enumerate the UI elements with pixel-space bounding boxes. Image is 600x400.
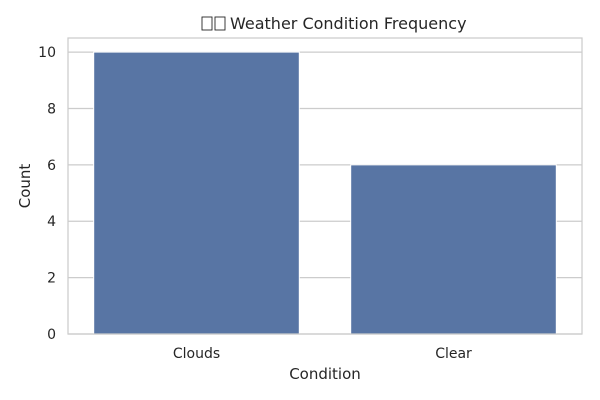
y-tick-label: 6 <box>47 158 56 174</box>
y-tick-label: 0 <box>47 327 56 343</box>
title-glyph-box <box>201 16 213 31</box>
y-tick-labels: 0 2 4 6 8 10 <box>38 45 56 343</box>
y-tick-label: 4 <box>47 214 56 230</box>
y-tick-label: 8 <box>47 101 56 117</box>
x-axis-label: Condition <box>289 365 361 383</box>
x-tick-label: Clouds <box>173 346 220 362</box>
bar-layer <box>93 51 557 335</box>
chart-title-text: Weather Condition Frequency <box>230 14 467 33</box>
y-tick-label: 2 <box>47 271 56 287</box>
bar-clear <box>350 164 557 335</box>
chart-title: Weather Condition Frequency <box>201 14 467 33</box>
bar-clouds <box>93 51 300 335</box>
y-tick-label: 10 <box>38 45 56 61</box>
plot-frame <box>67 37 583 335</box>
x-tick-labels: Clouds Clear <box>173 346 472 362</box>
title-glyph-box <box>214 16 226 31</box>
y-axis-label: Count <box>16 164 34 209</box>
x-tick-label: Clear <box>435 346 472 362</box>
